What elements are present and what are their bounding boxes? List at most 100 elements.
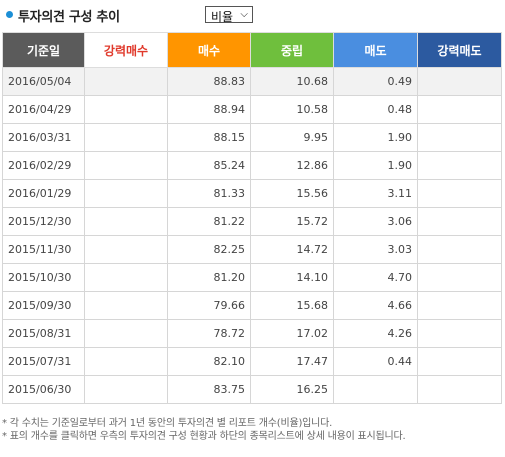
- buy-cell[interactable]: 88.83: [167, 67, 251, 96]
- date-cell: 2016/05/04: [2, 67, 85, 96]
- table-row: 2016/03/31 88.15 9.95 1.90: [2, 123, 502, 152]
- strong-buy-cell: [84, 291, 168, 320]
- table-row: 2016/02/29 85.24 12.86 1.90: [2, 151, 502, 180]
- sell-cell[interactable]: 4.26: [333, 319, 418, 348]
- date-cell: 2015/08/31: [2, 319, 85, 348]
- date-cell: 2015/09/30: [2, 291, 85, 320]
- strong-buy-cell: [84, 235, 168, 264]
- buy-cell[interactable]: 82.10: [167, 347, 251, 376]
- date-cell: 2015/07/31: [2, 347, 85, 376]
- col-header-sell: 매도: [333, 32, 418, 68]
- section-title: 투자의견 구성 추이: [18, 10, 120, 25]
- date-cell: 2016/01/29: [2, 179, 85, 208]
- sell-cell[interactable]: 4.70: [333, 263, 418, 292]
- strong-sell-cell: [417, 67, 502, 96]
- strong-buy-cell: [84, 123, 168, 152]
- section-header: 투자의견 구성 추이 비율 ⌵: [0, 0, 505, 30]
- table-row: 2015/12/30 81.22 15.72 3.06: [2, 207, 502, 236]
- date-cell: 2016/03/31: [2, 123, 85, 152]
- strong-buy-cell: [84, 179, 168, 208]
- hold-cell[interactable]: 15.72: [250, 207, 334, 236]
- hold-cell[interactable]: 17.47: [250, 347, 334, 376]
- table-row: 2015/06/30 83.75 16.25: [2, 375, 502, 404]
- hold-cell[interactable]: 10.58: [250, 95, 334, 124]
- hold-cell[interactable]: 17.02: [250, 319, 334, 348]
- sell-cell[interactable]: 0.49: [333, 67, 418, 96]
- strong-buy-cell: [84, 151, 168, 180]
- sell-cell[interactable]: 3.03: [333, 235, 418, 264]
- sell-cell[interactable]: 3.11: [333, 179, 418, 208]
- col-header-hold: 중립: [250, 32, 334, 68]
- col-header-buy: 매수: [167, 32, 251, 68]
- hold-cell[interactable]: 16.25: [250, 375, 334, 404]
- sell-cell[interactable]: 0.48: [333, 95, 418, 124]
- strong-sell-cell: [417, 151, 502, 180]
- table-row: 2015/08/31 78.72 17.02 4.26: [2, 319, 502, 348]
- bullet-dot-icon: [6, 11, 13, 18]
- col-header-date: 기준일: [2, 32, 85, 68]
- strong-sell-cell: [417, 319, 502, 348]
- strong-sell-cell: [417, 95, 502, 124]
- strong-sell-cell: [417, 347, 502, 376]
- strong-buy-cell: [84, 347, 168, 376]
- footnote-2: * 표의 개수를 클릭하면 우측의 투자의견 구성 현황과 하단의 종목리스트에…: [2, 431, 406, 442]
- table-row: 2015/10/30 81.20 14.10 4.70: [2, 263, 502, 292]
- table-row: 2015/11/30 82.25 14.72 3.03: [2, 235, 502, 264]
- buy-cell[interactable]: 79.66: [167, 291, 251, 320]
- hold-cell[interactable]: 14.72: [250, 235, 334, 264]
- date-cell: 2015/06/30: [2, 375, 85, 404]
- chevron-down-icon: ⌵: [240, 9, 248, 20]
- date-cell: 2016/02/29: [2, 151, 85, 180]
- strong-sell-cell: [417, 291, 502, 320]
- strong-buy-cell: [84, 319, 168, 348]
- sell-cell[interactable]: 1.90: [333, 123, 418, 152]
- hold-cell[interactable]: 12.86: [250, 151, 334, 180]
- ratio-select[interactable]: 비율 ⌵: [205, 6, 253, 24]
- hold-cell[interactable]: 10.68: [250, 67, 334, 96]
- sell-cell[interactable]: 1.90: [333, 151, 418, 180]
- buy-cell[interactable]: 81.22: [167, 207, 251, 236]
- buy-cell[interactable]: 81.33: [167, 179, 251, 208]
- table-row: 2016/05/04 88.83 10.68 0.49: [2, 67, 502, 96]
- buy-cell[interactable]: 83.75: [167, 375, 251, 404]
- strong-sell-cell: [417, 179, 502, 208]
- hold-cell[interactable]: 9.95: [250, 123, 334, 152]
- table-row: 2016/01/29 81.33 15.56 3.11: [2, 179, 502, 208]
- col-header-strong-sell: 강력매도: [417, 32, 502, 68]
- table-row: 2015/07/31 82.10 17.47 0.44: [2, 347, 502, 376]
- strong-sell-cell: [417, 263, 502, 292]
- strong-buy-cell: [84, 263, 168, 292]
- sell-cell: [333, 375, 418, 404]
- footnotes: * 각 수치는 기준일로부터 과거 1년 동안의 투자의견 별 리포트 개수(비…: [2, 417, 505, 443]
- table-body: 2016/05/04 88.83 10.68 0.49 2016/04/29 88.94 1…: [2, 67, 502, 404]
- table-row: 2015/09/30 79.66 15.68 4.66: [2, 291, 502, 320]
- strong-sell-cell: [417, 123, 502, 152]
- strong-sell-cell: [417, 207, 502, 236]
- opinion-table: 기준일 강력매수 매수 중립 매도 강력매도 2016/05/04 88.83 10.68 0.…: [2, 32, 502, 404]
- buy-cell[interactable]: 78.72: [167, 319, 251, 348]
- strong-buy-cell: [84, 375, 168, 404]
- hold-cell[interactable]: 14.10: [250, 263, 334, 292]
- footnote-1: * 각 수치는 기준일로부터 과거 1년 동안의 투자의견 별 리포트 개수(비…: [2, 418, 333, 429]
- sell-cell[interactable]: 0.44: [333, 347, 418, 376]
- ratio-select-value: 비율: [211, 10, 234, 24]
- buy-cell[interactable]: 85.24: [167, 151, 251, 180]
- buy-cell[interactable]: 81.20: [167, 263, 251, 292]
- sell-cell[interactable]: 4.66: [333, 291, 418, 320]
- buy-cell[interactable]: 88.15: [167, 123, 251, 152]
- strong-buy-cell: [84, 67, 168, 96]
- hold-cell[interactable]: 15.68: [250, 291, 334, 320]
- col-header-strong-buy: 강력매수: [84, 32, 168, 68]
- strong-sell-cell: [417, 375, 502, 404]
- table-row: 2016/04/29 88.94 10.58 0.48: [2, 95, 502, 124]
- buy-cell[interactable]: 88.94: [167, 95, 251, 124]
- hold-cell[interactable]: 15.56: [250, 179, 334, 208]
- date-cell: 2015/11/30: [2, 235, 85, 264]
- table-header-row: 기준일 강력매수 매수 중립 매도 강력매도: [2, 32, 502, 68]
- date-cell: 2015/10/30: [2, 263, 85, 292]
- date-cell: 2015/12/30: [2, 207, 85, 236]
- strong-buy-cell: [84, 95, 168, 124]
- sell-cell[interactable]: 3.06: [333, 207, 418, 236]
- strong-sell-cell: [417, 235, 502, 264]
- buy-cell[interactable]: 82.25: [167, 235, 251, 264]
